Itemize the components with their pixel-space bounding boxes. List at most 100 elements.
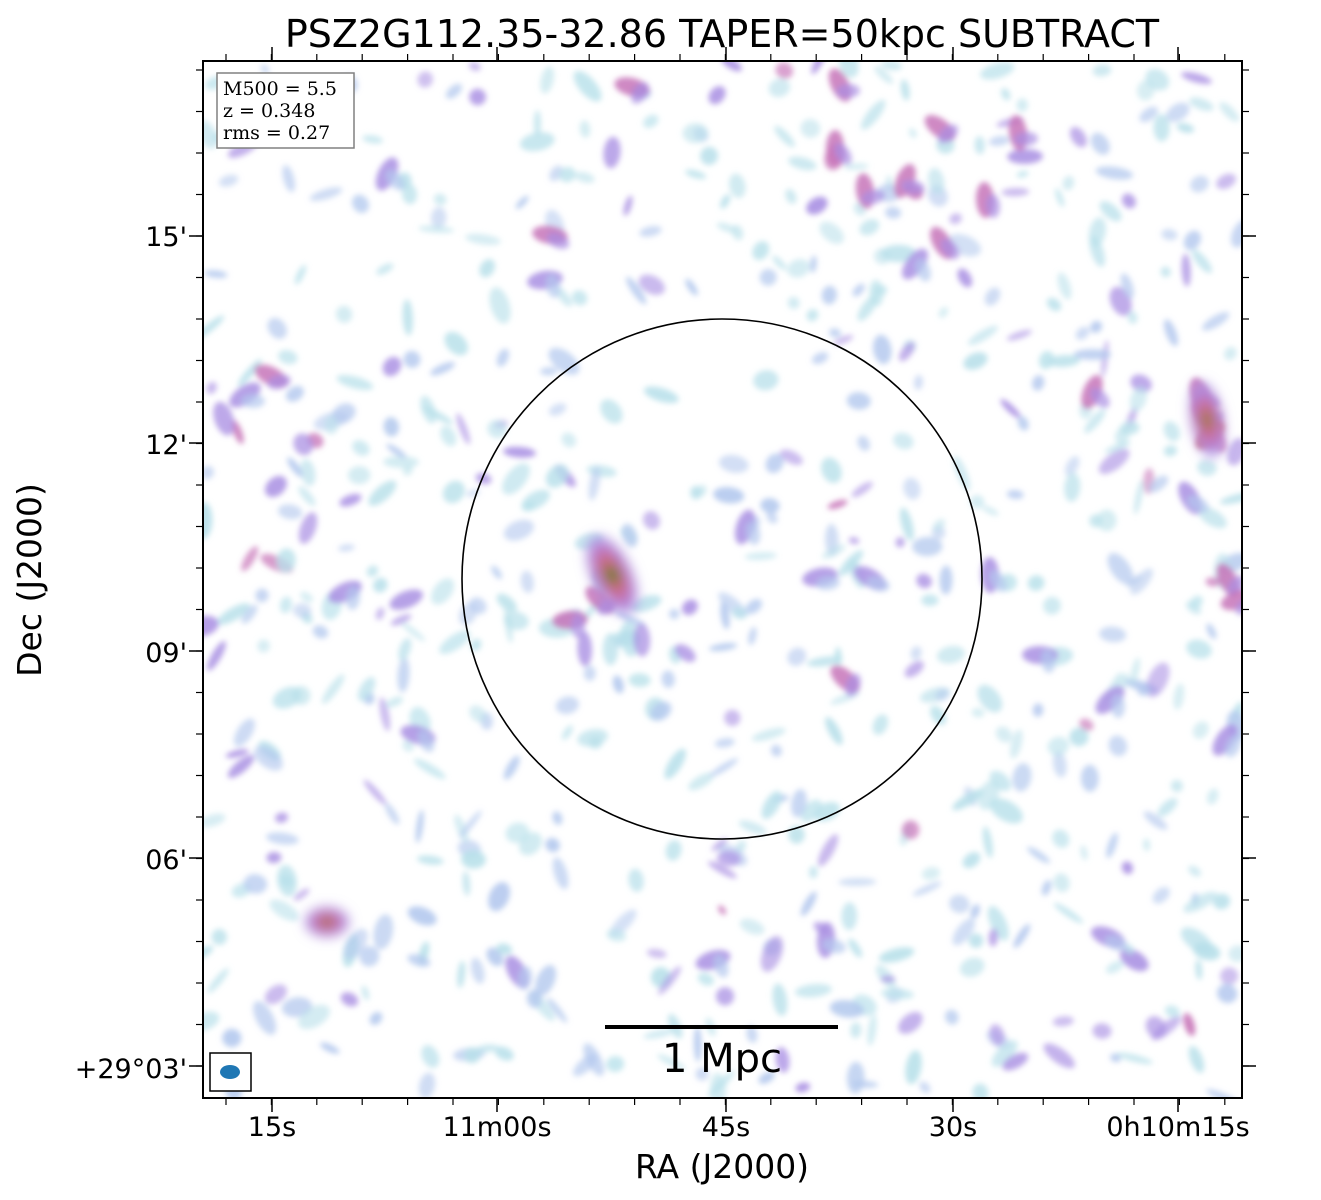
- noise-blob: [661, 670, 675, 688]
- noise-blob: [806, 196, 828, 215]
- noise-blob: [715, 987, 735, 1006]
- noise-blob: [561, 725, 573, 740]
- noise-blob: [442, 480, 465, 504]
- noise-blob: [386, 696, 404, 708]
- noise-blob: [1032, 375, 1045, 391]
- noise-blob: [335, 305, 353, 323]
- noise-blob: [1202, 312, 1230, 331]
- noise-blob: [1219, 102, 1239, 122]
- noise-blob: [1189, 595, 1203, 609]
- emission-feature: [546, 232, 570, 250]
- noise-blob: [489, 287, 511, 324]
- noise-blob: [738, 820, 767, 835]
- noise-blob: [988, 135, 1010, 146]
- noise-blob: [276, 548, 296, 573]
- noise-blob: [1143, 811, 1168, 830]
- noise-blob: [1007, 149, 1043, 164]
- noise-blob: [1205, 577, 1220, 587]
- noise-blob: [216, 603, 250, 625]
- noise-blob: [1130, 657, 1140, 685]
- noise-blob: [912, 881, 942, 897]
- noise-blob: [731, 224, 744, 241]
- noise-blob: [916, 573, 932, 589]
- noise-blob: [373, 577, 388, 593]
- noise-blob: [811, 352, 829, 365]
- noise-blob: [927, 167, 945, 195]
- emission-feature: [901, 248, 929, 280]
- noise-blob: [444, 331, 468, 356]
- noise-blob: [203, 465, 214, 480]
- noise-blob: [1189, 97, 1214, 111]
- emission-feature: [713, 954, 729, 978]
- noise-blob: [970, 904, 980, 919]
- emission-feature: [1104, 935, 1128, 951]
- noise-blob: [873, 334, 892, 365]
- noise-blob: [282, 165, 296, 193]
- emission-feature: [229, 382, 261, 408]
- noise-blob: [685, 169, 707, 179]
- noise-blob: [540, 66, 555, 94]
- noise-blob: [403, 350, 421, 368]
- noise-blob: [857, 435, 870, 451]
- noise-blob: [348, 466, 371, 485]
- noise-blob: [700, 146, 719, 166]
- emission-feature: [517, 966, 533, 990]
- noise-blob: [1073, 349, 1112, 360]
- noise-blob: [1224, 346, 1237, 361]
- noise-blob: [470, 638, 482, 652]
- rms-annotation: rms = 0.27: [223, 122, 330, 144]
- emission-feature: [1095, 686, 1125, 714]
- noise-blob: [967, 325, 999, 346]
- noise-blob: [811, 61, 826, 75]
- noise-blob: [462, 871, 471, 896]
- noise-blob: [630, 595, 662, 612]
- noise-blob: [851, 1080, 879, 1089]
- emission-feature: [1090, 388, 1110, 408]
- noise-blob: [559, 167, 576, 183]
- noise-blob: [540, 367, 558, 376]
- noise-blob: [1143, 838, 1151, 852]
- noise-blob: [1119, 421, 1140, 435]
- noise-blob: [913, 374, 924, 390]
- noise-blob: [376, 263, 394, 275]
- noise-blob: [456, 413, 471, 445]
- noise-blob: [287, 457, 303, 478]
- noise-blob: [817, 834, 839, 867]
- noise-blob: [241, 546, 259, 572]
- noise-blob: [665, 840, 682, 861]
- noise-blob: [681, 599, 698, 616]
- noise-blob: [721, 61, 742, 72]
- noise-blob: [227, 755, 255, 778]
- noise-blob: [1001, 187, 1030, 197]
- noise-blob: [761, 790, 782, 820]
- noise-blob: [713, 486, 745, 504]
- noise-blob: [642, 511, 661, 530]
- noise-blob: [465, 233, 501, 246]
- noise-blob: [415, 809, 424, 844]
- noise-blob: [1046, 297, 1062, 312]
- noise-blob: [298, 512, 318, 544]
- noise-blob: [828, 328, 842, 338]
- noise-blob: [285, 385, 304, 402]
- noise-blob: [1047, 355, 1081, 367]
- noise-blob: [457, 960, 466, 989]
- noise-blob: [203, 813, 226, 828]
- emission-feature: [937, 124, 959, 144]
- noise-blob: [534, 110, 541, 138]
- noise-blob: [848, 537, 860, 545]
- noise-blob: [503, 519, 534, 541]
- noise-blob: [625, 276, 647, 305]
- noise-blob: [708, 86, 726, 105]
- noise-blob: [1183, 230, 1201, 251]
- noise-blob: [357, 677, 376, 702]
- noise-blob: [548, 347, 580, 375]
- noise-blob: [1104, 441, 1131, 453]
- x-tick-labels: 15s 11m00s 45s 30s 0h10m15s: [248, 1112, 1250, 1143]
- noise-blob: [266, 851, 282, 864]
- noise-blob: [772, 255, 787, 271]
- scale-bar-label: 1 Mpc: [662, 1036, 782, 1082]
- noise-blob: [1206, 623, 1217, 640]
- noise-blob: [1192, 942, 1221, 961]
- noise-blob: [770, 744, 782, 757]
